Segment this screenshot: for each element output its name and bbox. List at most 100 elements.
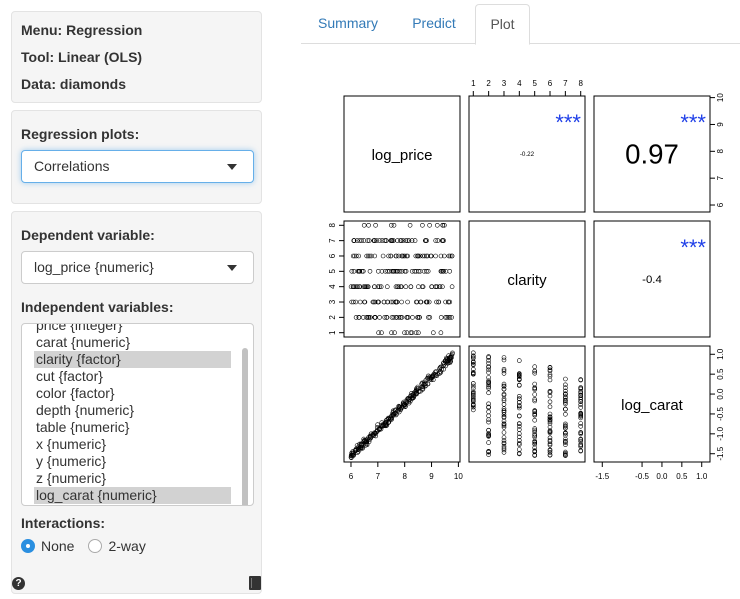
scatter-point	[365, 284, 371, 290]
scatter-point	[403, 238, 409, 243]
variables-panel: Dependent variable: log_price {numeric} …	[11, 211, 262, 594]
independent-variable-option[interactable]: carat {numeric}	[36, 334, 131, 350]
scatter-point	[547, 364, 553, 370]
scatter-point	[352, 253, 357, 259]
scatter-point	[486, 449, 491, 455]
scatter-point	[438, 253, 444, 259]
scatter-point	[532, 398, 538, 404]
regression-plots-select[interactable]: Correlations	[21, 150, 254, 183]
tab-plot[interactable]: Plot	[475, 4, 530, 45]
regression-plots-value: Correlations	[34, 158, 110, 174]
scatter-point	[419, 386, 425, 392]
independent-variable-option[interactable]: color {factor}	[36, 385, 115, 401]
scatter-point	[532, 453, 538, 458]
scatter-point	[430, 330, 436, 336]
scatter-point	[501, 418, 507, 424]
left-middle-axis-tick-label: 5	[328, 269, 337, 274]
scatter-point	[358, 446, 364, 452]
scatter-point	[470, 399, 476, 404]
scatter-point	[547, 430, 553, 436]
scatter-point	[449, 351, 455, 357]
scatter-point	[578, 421, 584, 426]
independent-variable-option[interactable]: log_carat {numeric}	[34, 487, 231, 504]
scatter-point	[369, 253, 374, 259]
scatter-point	[359, 238, 365, 243]
independent-variable-option[interactable]: cut {factor}	[36, 368, 103, 384]
scatter-point	[578, 436, 584, 442]
scatter-point	[402, 268, 408, 274]
scatter-point	[501, 415, 507, 420]
scatter-point	[547, 447, 553, 453]
scatter-point	[384, 284, 390, 290]
scatter-point	[410, 315, 415, 320]
scatter-point	[486, 385, 491, 391]
independent-variable-option[interactable]: table {numeric}	[36, 419, 130, 435]
independent-variable-option[interactable]: depth {numeric}	[36, 402, 135, 418]
scatter-point	[416, 268, 421, 274]
scatter-point	[563, 385, 568, 391]
scatter-point	[563, 439, 568, 444]
scatter-point	[486, 417, 491, 423]
scatter-point	[413, 389, 418, 395]
scatter-point	[486, 390, 491, 396]
radio-2way-label[interactable]: 2-way	[108, 538, 146, 554]
scatter-point	[516, 438, 522, 443]
dependent-variable-select[interactable]: log_price {numeric}	[21, 251, 254, 284]
panel-1-2	[593, 220, 711, 338]
scatter-point	[486, 360, 491, 366]
scatter-point	[547, 399, 553, 405]
scrollbar[interactable]	[242, 328, 250, 505]
scatter-point	[516, 424, 522, 429]
scrollbar-thumb[interactable]	[242, 348, 248, 505]
scatter-point	[417, 268, 423, 274]
scatter-point	[351, 268, 357, 274]
top-axis-tick-label: 5	[532, 79, 537, 88]
scatter-point	[486, 370, 491, 375]
radio-none[interactable]	[21, 539, 35, 553]
scatter-point	[532, 411, 538, 416]
scatter-point	[365, 436, 370, 442]
question-circle-icon[interactable]: ?	[12, 577, 25, 590]
independent-variable-option[interactable]: price {integer}	[36, 323, 123, 333]
scatter-point	[391, 315, 397, 320]
radio-2way[interactable]	[88, 539, 103, 553]
independent-variable-option[interactable]: y {numeric}	[36, 453, 107, 469]
scatter-point	[390, 408, 396, 414]
scatter-point	[388, 238, 394, 243]
scatter-point	[351, 299, 356, 305]
book-icon[interactable]	[249, 576, 261, 590]
bottom-left-axis-tick-label: 9	[429, 472, 434, 481]
scatter-point	[396, 315, 402, 320]
scatter-point	[516, 374, 522, 379]
scatter-point	[532, 397, 538, 402]
independent-variable-option[interactable]: z {numeric}	[36, 470, 107, 486]
scatter-point	[470, 360, 476, 365]
scatter-point	[516, 427, 522, 432]
independent-variable-option[interactable]: x {numeric}	[36, 436, 107, 452]
independent-variable-option[interactable]: clarity {factor}	[34, 351, 231, 368]
left-middle-axis-tick-label: 7	[328, 238, 337, 243]
radio-none-label[interactable]: None	[41, 538, 75, 554]
significance-stars: ***	[680, 110, 706, 135]
scatter-point	[501, 423, 507, 429]
interactions-radio-group: None 2-way	[21, 538, 252, 554]
tab-summary[interactable]: Summary	[318, 15, 378, 31]
independent-variables-select[interactable]: price {integer} carat {numeric} clarity {f…	[21, 323, 254, 506]
scatter-point	[501, 396, 507, 402]
scatter-point	[391, 223, 397, 228]
scatter-point	[486, 375, 491, 380]
scatter-point	[486, 354, 491, 359]
scatter-point	[439, 268, 444, 274]
scatter-point	[372, 253, 378, 259]
scatter-point	[516, 440, 522, 446]
scatter-point	[372, 299, 378, 305]
scatter-point	[367, 268, 373, 274]
scatter-point	[563, 449, 568, 455]
right-bottom-axis-tick-label: -1.0	[716, 426, 725, 440]
tab-predict[interactable]: Predict	[412, 15, 456, 31]
scatter-point	[446, 299, 451, 305]
scatter-point	[392, 330, 397, 336]
scatter-point	[372, 238, 377, 243]
scatter-point	[438, 330, 444, 336]
significance-stars: ***	[680, 235, 706, 260]
